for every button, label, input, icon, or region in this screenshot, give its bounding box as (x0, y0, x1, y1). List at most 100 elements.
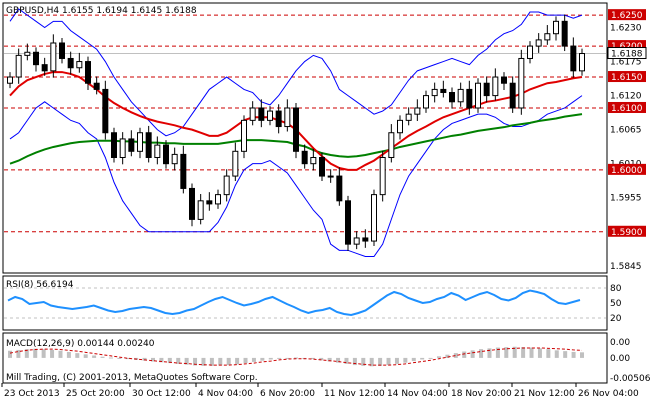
candle-body (440, 88, 447, 94)
level-tag-bg (608, 71, 646, 83)
candle-body (527, 45, 533, 59)
price-tick-label: 1.6120 (610, 92, 642, 102)
level-tag-bg (608, 101, 646, 113)
macd-histogram-bar (554, 350, 559, 358)
price-chart-title: GBPUSD,H4 1.6155 1.6194 1.6145 1.6188 (6, 6, 197, 16)
macd-histogram-bar (563, 351, 568, 358)
x-tick-label: 25 Oct 20:00 (66, 389, 125, 399)
macd-histogram-bar (16, 349, 21, 358)
candle-body (119, 138, 126, 158)
macd-histogram-bar (327, 357, 332, 362)
macd-histogram-bar (378, 357, 383, 366)
candle-body (102, 88, 109, 134)
macd-histogram-bar (580, 352, 584, 358)
candle-body (423, 95, 429, 109)
price-tick-label: 1.6230 (610, 24, 642, 34)
candle-body (15, 54, 22, 78)
macd-histogram-bar (58, 350, 63, 358)
price-tick-label: 1.6175 (610, 58, 642, 68)
candle-body (518, 57, 525, 109)
candle-body (189, 187, 195, 220)
macd-histogram-bar (251, 357, 256, 362)
candle-body (267, 110, 273, 121)
price-chart-layer (4, 8, 606, 258)
macd-histogram-bar (125, 357, 130, 360)
price-tick-label: 1.6065 (610, 126, 642, 136)
candle-body (327, 175, 334, 178)
macd-histogram-bar (453, 353, 458, 358)
macd-histogram-bar (235, 357, 240, 365)
candle-body (145, 132, 152, 158)
macd-histogram-bar (537, 348, 542, 358)
level-price-tag: 1.6250 (608, 9, 646, 21)
x-tick-label: 18 Nov 20:00 (451, 389, 512, 399)
candle-body (241, 119, 247, 152)
candle-body (310, 156, 317, 165)
candle-body (232, 150, 239, 177)
macd-histogram-bar (319, 357, 324, 361)
candle-body (379, 156, 386, 196)
current-price-tag-bg (607, 47, 647, 60)
candle-body (501, 76, 507, 84)
macd-histogram-bar (83, 354, 88, 358)
axis-labels-layer: 1.62301.61751.61201.60651.60101.59551.59… (1, 9, 650, 399)
candle-body (345, 200, 351, 245)
candle-body (457, 88, 464, 103)
macd-histogram-bar (176, 357, 181, 364)
rsi-panel[interactable] (2, 275, 608, 331)
candle-body (223, 175, 230, 196)
level-price-tag: 1.5900 (608, 225, 646, 238)
macd-histogram-bar (100, 356, 105, 358)
macd-histogram-bar (33, 348, 38, 358)
macd-histogram-bar (512, 346, 517, 358)
level-tag-bg (608, 163, 646, 175)
level-price-tag: 1.6150 (608, 71, 646, 83)
macd-histogram-bar (167, 357, 172, 364)
macd-signal-line (9, 347, 583, 366)
macd-histogram-bar (117, 357, 122, 359)
x-tick-label: 6 Nov 20:00 (260, 389, 315, 399)
macd-histogram-bar (521, 347, 526, 358)
macd-histogram-bar (487, 348, 492, 358)
macd-histogram-bar (369, 357, 374, 367)
macd-histogram-bar (504, 347, 509, 358)
macd-histogram-bar (66, 351, 71, 358)
price-tick-label: 1.5845 (610, 262, 642, 272)
macd-histogram-bar (218, 357, 223, 366)
macd-histogram-bar (428, 357, 433, 359)
candle-body (163, 144, 169, 165)
candle-body (33, 51, 39, 66)
candle-body (50, 42, 57, 72)
candle-body (492, 76, 499, 97)
x-tick-label: 14 Nov 04:00 (387, 389, 448, 399)
level-tag-bg (608, 225, 646, 237)
macd-histogram-bar (386, 357, 391, 366)
candle-body (301, 150, 308, 165)
macd-histogram-bar (529, 347, 534, 358)
macd-histogram-bar (361, 357, 366, 366)
macd-histogram-bar (411, 357, 416, 362)
macd-histogram-bar (41, 349, 46, 358)
macd-histogram-bar (462, 351, 467, 358)
macd-histogram-bar (260, 357, 265, 361)
macd-histogram-bar (310, 357, 315, 360)
candle-body (362, 237, 369, 242)
candle-body (449, 92, 455, 103)
macd-histogram-bar (336, 357, 341, 363)
candle-body (41, 64, 48, 72)
macd-histogram-bar (403, 357, 408, 363)
candle-body (284, 107, 291, 128)
macd-chart-layer (8, 346, 584, 367)
macd-histogram-bar (420, 357, 425, 360)
macd-histogram-bar (352, 357, 357, 366)
candle-body (371, 194, 377, 242)
candle-body (249, 107, 256, 121)
candle-body (154, 144, 161, 158)
macd-histogram-bar (159, 357, 164, 363)
x-tick-label: 23 Oct 2013 (4, 389, 60, 399)
bollinger-lower-line (9, 95, 583, 258)
x-tick-label: 21 Nov 12:00 (514, 389, 575, 399)
macd-histogram-bar (344, 357, 349, 364)
macd-histogram-bar (394, 357, 399, 364)
